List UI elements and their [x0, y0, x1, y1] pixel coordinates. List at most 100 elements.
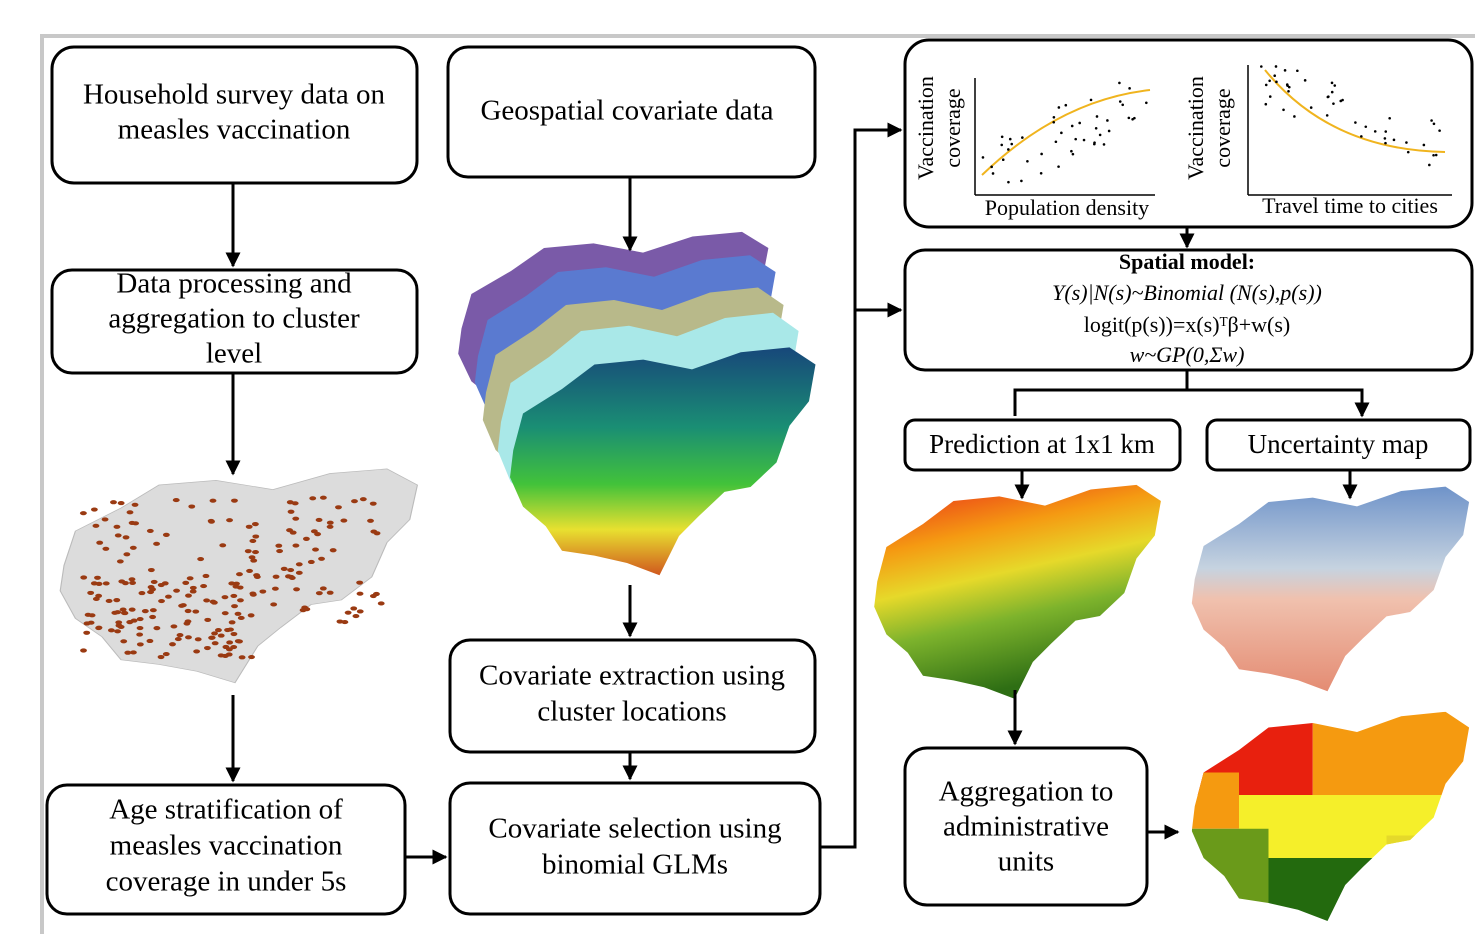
cluster-point [287, 568, 294, 572]
cluster-point [370, 502, 377, 506]
cluster-point [129, 521, 136, 525]
sample-point [1026, 160, 1029, 163]
cluster-point [259, 589, 266, 593]
cluster-point [129, 581, 136, 585]
sample-point [1388, 117, 1391, 120]
cluster-point [288, 510, 295, 514]
cluster-point [272, 587, 279, 591]
sample-point [990, 166, 993, 169]
cluster-point [252, 550, 259, 554]
axis-label: Vaccination [1183, 76, 1208, 180]
cluster-point [123, 552, 130, 556]
cluster-point [252, 534, 259, 538]
sample-point [1007, 181, 1010, 184]
box-text: binomial GLMs [542, 849, 728, 881]
sample-point [1096, 115, 1099, 118]
cluster-point [183, 621, 190, 625]
cluster-point [210, 499, 217, 503]
cluster-point [142, 609, 149, 613]
cluster-point [118, 625, 125, 629]
cluster-point [197, 557, 204, 561]
sample-point [1364, 125, 1367, 128]
cluster-point [303, 537, 310, 541]
cluster-point [296, 571, 303, 575]
cluster-point [237, 598, 244, 602]
sample-point [1423, 144, 1426, 147]
cluster-point [309, 496, 316, 500]
cluster-point [118, 579, 125, 583]
sample-point [1326, 114, 1329, 117]
box-text: coverage in under 5s [106, 866, 347, 898]
sample-point [1119, 100, 1122, 103]
cluster-point [303, 607, 310, 611]
box-text: Household survey data on [83, 79, 386, 111]
sample-point [1384, 142, 1387, 145]
cluster-point [249, 539, 256, 543]
cluster-point [185, 609, 192, 613]
cluster-point [292, 544, 299, 548]
sample-point [1065, 104, 1068, 107]
cluster-point [129, 577, 136, 581]
cluster-point [337, 619, 344, 623]
cluster-point [89, 613, 96, 617]
cluster-point [360, 497, 367, 501]
box-text: Covariate extraction using [479, 660, 785, 692]
cluster-point [192, 609, 199, 613]
sample-point [1001, 135, 1004, 138]
box-text: Covariate selection using [488, 813, 781, 845]
sample-point [1040, 153, 1043, 156]
box-text: administrative [943, 811, 1109, 843]
box-text: Age stratification of [109, 794, 343, 826]
sample-point [1331, 82, 1334, 85]
cluster-point [296, 562, 303, 566]
cluster-point [150, 608, 157, 612]
cluster-point [190, 586, 197, 590]
formula: Y(s)|N(s)~Binomial (N(s),p(s)) [1052, 280, 1322, 305]
cluster-point [108, 628, 115, 632]
cluster-point [173, 589, 180, 593]
sample-point [1286, 84, 1289, 87]
cluster-point [169, 642, 176, 646]
sample-point [1331, 91, 1334, 94]
cluster-point [320, 496, 327, 500]
sample-point [1128, 87, 1131, 90]
cluster-point [178, 604, 185, 608]
cluster-point [327, 525, 334, 529]
cluster-point [316, 518, 323, 522]
sample-point [1010, 143, 1013, 146]
sample-point [1265, 103, 1268, 106]
sample-point [1265, 84, 1268, 87]
box-text: cluster locations [537, 696, 726, 728]
cluster-point [95, 594, 102, 598]
cluster-point [203, 574, 210, 578]
cluster-point [132, 503, 139, 507]
cluster-point [182, 581, 189, 585]
box-text: measles vaccination [118, 114, 351, 146]
sample-point [1145, 101, 1148, 104]
cluster-point [308, 560, 315, 564]
cluster-point [231, 499, 238, 503]
cluster-point [316, 591, 323, 595]
cluster-point [218, 634, 225, 638]
cluster-point [273, 575, 280, 579]
cluster-point [226, 518, 233, 522]
cluster-point [158, 655, 165, 659]
cluster-point [173, 498, 180, 502]
sample-point [1007, 148, 1010, 151]
sample-point [1057, 165, 1060, 168]
sample-point [1052, 121, 1055, 124]
cluster-point [91, 507, 98, 511]
cluster-point [249, 591, 256, 595]
sample-point [1072, 153, 1075, 156]
sample-point [1428, 164, 1431, 167]
cluster-point [93, 524, 100, 528]
sample-point [1002, 158, 1005, 161]
sample-point [1070, 150, 1073, 153]
cluster-point [103, 581, 110, 585]
sample-point [1341, 99, 1344, 102]
sample-point [1430, 119, 1433, 122]
cluster-point [356, 581, 363, 585]
sample-point [1090, 99, 1093, 102]
cluster-point [114, 525, 121, 529]
cluster-point [253, 573, 260, 577]
